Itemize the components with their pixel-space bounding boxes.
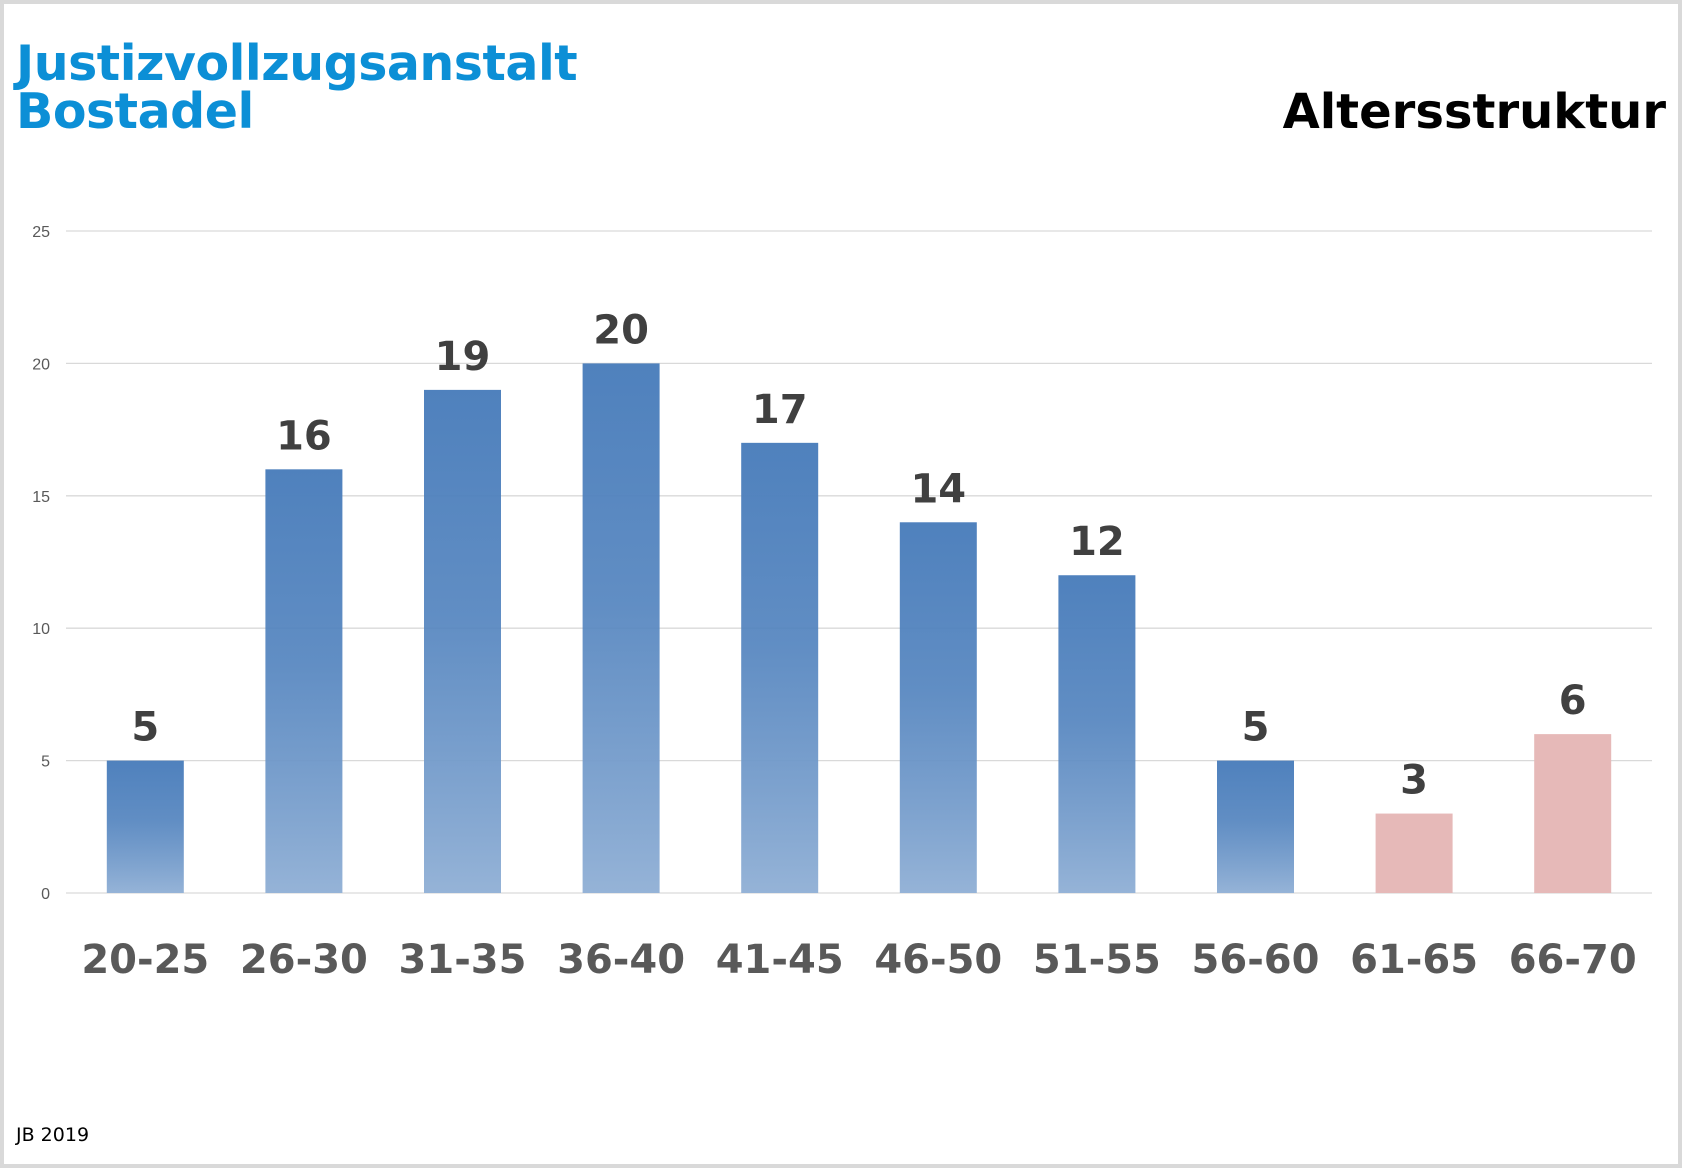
data-label-61-65: 3 bbox=[1400, 758, 1428, 804]
category-label-31-35: 31-35 bbox=[399, 937, 527, 983]
category-label-26-30: 26-30 bbox=[240, 937, 368, 983]
bar-46-50 bbox=[899, 522, 977, 893]
category-label-20-25: 20-25 bbox=[81, 937, 209, 983]
bar-31-35 bbox=[424, 389, 501, 893]
organization-title: Justizvollzugsanstalt Bostadel bbox=[16, 35, 578, 140]
y-tick-label: 25 bbox=[32, 224, 50, 241]
category-label-46-50: 46-50 bbox=[874, 937, 1002, 983]
data-labels: 5 16 19 20 17 14 12 5 3 6 bbox=[131, 307, 1586, 803]
y-tick-label: 5 bbox=[41, 754, 50, 771]
category-label-61-65: 61-65 bbox=[1350, 937, 1478, 983]
y-tick-label: 15 bbox=[32, 489, 50, 506]
data-label-51-55: 12 bbox=[1069, 519, 1125, 565]
category-label-41-45: 41-45 bbox=[716, 937, 844, 983]
x-axis-category-labels: 20-25 26-30 31-35 36-40 41-45 46-50 51-55 56-60… bbox=[81, 937, 1636, 983]
data-label-26-30: 16 bbox=[276, 413, 332, 459]
chart-title: Altersstruktur bbox=[1282, 84, 1666, 140]
category-label-66-70: 66-70 bbox=[1509, 937, 1637, 983]
bar-51-55 bbox=[1058, 575, 1136, 893]
organization-title-line2: Bostadel bbox=[16, 83, 254, 140]
y-tick-label: 20 bbox=[32, 356, 50, 373]
bar-36-40 bbox=[582, 363, 660, 893]
category-label-36-40: 36-40 bbox=[557, 937, 685, 983]
bar-20-25 bbox=[106, 760, 184, 893]
bar-56-60 bbox=[1217, 760, 1294, 893]
data-label-36-40: 20 bbox=[593, 307, 649, 353]
data-label-31-35: 19 bbox=[435, 334, 491, 380]
y-axis-tick-labels: 0 5 10 15 20 25 bbox=[32, 224, 50, 903]
data-label-66-70: 6 bbox=[1559, 678, 1587, 724]
bar-41-45 bbox=[741, 442, 819, 893]
data-label-46-50: 14 bbox=[910, 466, 966, 512]
category-label-51-55: 51-55 bbox=[1033, 937, 1161, 983]
data-label-20-25: 5 bbox=[131, 705, 159, 751]
data-label-56-60: 5 bbox=[1242, 705, 1270, 751]
bar-26-30 bbox=[265, 469, 343, 893]
bar-61-65 bbox=[1375, 813, 1453, 893]
y-tick-label: 10 bbox=[32, 621, 50, 638]
y-tick-label: 0 bbox=[41, 886, 50, 903]
footer-note: JB 2019 bbox=[16, 1124, 90, 1146]
bar-66-70 bbox=[1534, 734, 1612, 893]
bars bbox=[106, 363, 1612, 893]
data-label-41-45: 17 bbox=[752, 387, 808, 433]
organization-title-line1: Justizvollzugsanstalt bbox=[16, 35, 578, 92]
category-label-56-60: 56-60 bbox=[1192, 937, 1320, 983]
